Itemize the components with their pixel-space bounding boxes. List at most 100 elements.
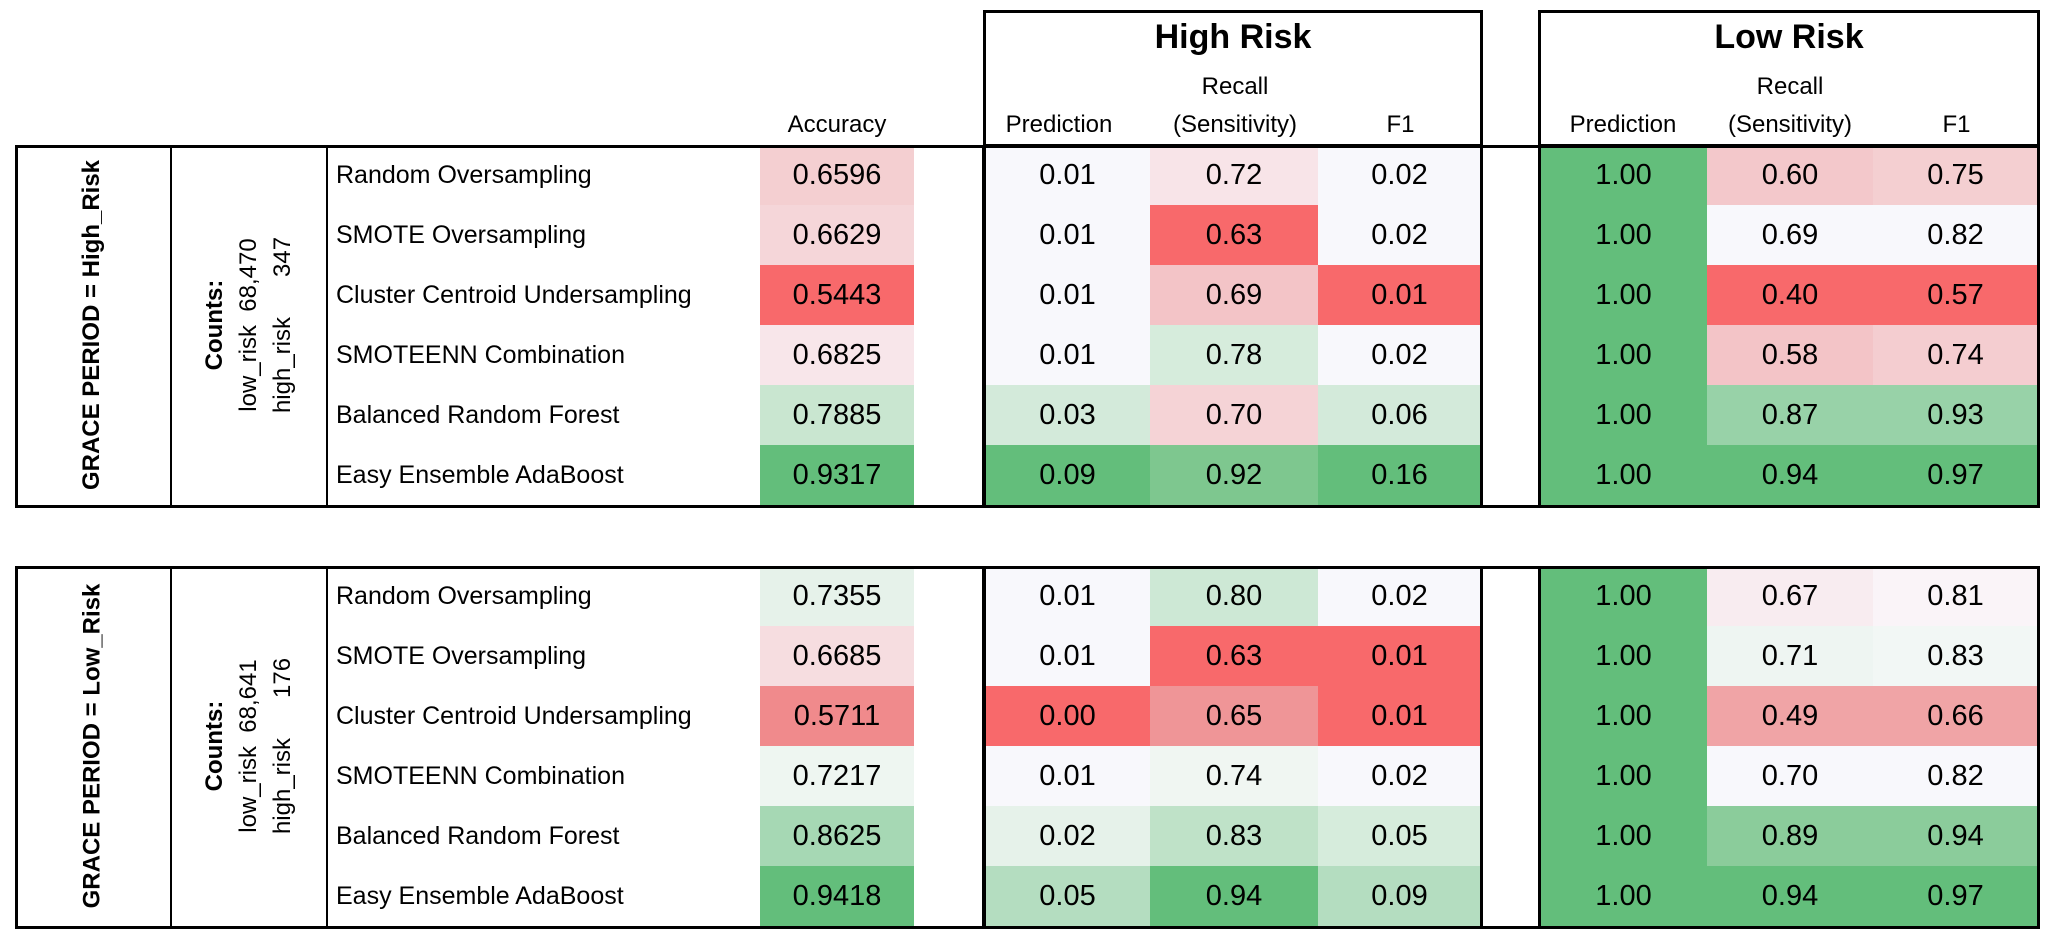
- section-2-hr-recall-cell: 0.94: [1150, 866, 1318, 926]
- section-2-lr-prediction-cell: 1.00: [1540, 626, 1707, 686]
- section-2-lr-recall-cell: 0.67: [1707, 566, 1873, 626]
- section-2-hr-prediction-cell: 0.05: [985, 866, 1150, 926]
- section-1-divider-grace: [170, 145, 172, 505]
- section-1-lr-f1-cell: 0.82: [1873, 205, 2038, 265]
- section-2-hr-f1-cell: 0.01: [1318, 686, 1481, 746]
- section-2-hr-recall-cell: 0.83: [1150, 806, 1318, 866]
- section-2-model-name: SMOTEENN Combination: [336, 761, 625, 790]
- section-2-accuracy-cell: 0.7217: [760, 746, 914, 806]
- section-1-lr-prediction-cell: 1.00: [1540, 205, 1707, 265]
- section-1-model-name: SMOTE Oversampling: [336, 220, 587, 249]
- section-1-counts-block: Counts: low_risk 68,470 high_risk 347: [199, 237, 301, 413]
- section-1-hr-f1-cell: 0.02: [1318, 205, 1481, 265]
- section-2-model-name: Random Oversampling: [336, 581, 592, 610]
- section-1-model-name: Cluster Centroid Undersampling: [336, 280, 692, 309]
- section-1-lr-f1-cell: 0.57: [1873, 265, 2038, 325]
- section-1-hr-recall-cell: 0.70: [1150, 385, 1318, 445]
- section-1-hr-f1-cell: 0.01: [1318, 265, 1481, 325]
- section-1-lr-prediction-cell: 1.00: [1540, 145, 1707, 205]
- section-2-lr-f1-cell: 0.94: [1873, 806, 2038, 866]
- section-1-counts-high: high_risk 347: [269, 236, 297, 414]
- section-2-divider-grace: [170, 566, 172, 926]
- section-2-hr-f1-cell: 0.02: [1318, 566, 1481, 626]
- section-1-grace-period-label: GRACE PERIOD = High_Risk: [15, 145, 170, 505]
- section-1-accuracy-cell: 0.6629: [760, 205, 914, 265]
- lr-prediction-header: Prediction: [1569, 111, 1677, 138]
- lr-recall-header: Recall (Sensitivity): [1707, 68, 1873, 144]
- section-2-hr-recall-cell: 0.63: [1150, 626, 1318, 686]
- section-1-counts-low: low_risk 68,470: [235, 238, 263, 412]
- section-1-counts-title: Counts:: [201, 279, 229, 371]
- lr-f1-header: F1: [1942, 111, 1971, 138]
- section-1-divider-counts: [326, 145, 328, 505]
- hr-recall-line1: Recall: [1201, 73, 1269, 100]
- section-2-accuracy-cell: 0.9418: [760, 866, 914, 926]
- section-2-lr-recall-cell: 0.89: [1707, 806, 1873, 866]
- section-2-lr-prediction-cell: 1.00: [1540, 806, 1707, 866]
- section-1-lr-recall-cell: 0.58: [1707, 325, 1873, 385]
- section-2-lr-f1-cell: 0.83: [1873, 626, 2038, 686]
- section-2-counts-high: high_risk 176: [269, 657, 297, 835]
- section-2-accuracy-cell: 0.8625: [760, 806, 914, 866]
- section-1-lr-f1-cell: 0.74: [1873, 325, 2038, 385]
- high-risk-title: High Risk: [1154, 18, 1312, 56]
- section-2-accuracy-cell: 0.5711: [760, 686, 914, 746]
- section-1-hr-prediction-cell: 0.01: [985, 145, 1150, 205]
- section-2-hr-prediction-cell: 0.01: [985, 566, 1150, 626]
- section-2-hr-prediction-cell: 0.02: [985, 806, 1150, 866]
- section-1-lr-f1-cell: 0.97: [1873, 445, 2038, 505]
- section-1-lr-f1-cell: 0.75: [1873, 145, 2038, 205]
- section-1-lr-recall-cell: 0.94: [1707, 445, 1873, 505]
- section-2-counts-low: low_risk 68,641: [235, 659, 263, 833]
- section-2-model-name: Balanced Random Forest: [336, 821, 620, 850]
- section-1-hr-f1-cell: 0.06: [1318, 385, 1481, 445]
- low-risk-title: Low Risk: [1714, 18, 1864, 56]
- section-2-hr-prediction-cell: 0.00: [985, 686, 1150, 746]
- section-2-grace-period-text: GRACE PERIOD = Low_Risk: [78, 583, 106, 909]
- section-2-divider-counts: [326, 566, 328, 926]
- section-1-lr-prediction-cell: 1.00: [1540, 265, 1707, 325]
- section-1-accuracy-cell: 0.5443: [760, 265, 914, 325]
- section-2-lr-prediction-cell: 1.00: [1540, 566, 1707, 626]
- section-1-lr-f1-cell: 0.93: [1873, 385, 2038, 445]
- section-1-accuracy-cell: 0.9317: [760, 445, 914, 505]
- hr-recall-header: Recall (Sensitivity): [1150, 68, 1320, 144]
- section-2-counts-label: Counts: low_risk 68,641 high_risk 176: [172, 566, 327, 926]
- section-1-lr-recall-cell: 0.40: [1707, 265, 1873, 325]
- section-2-model-name: Cluster Centroid Undersampling: [336, 701, 692, 730]
- section-1-hr-f1-cell: 0.02: [1318, 145, 1481, 205]
- section-2-model-name: SMOTE Oversampling: [336, 641, 587, 670]
- accuracy-header: Accuracy: [787, 111, 887, 138]
- section-1-accuracy-cell: 0.6825: [760, 325, 914, 385]
- section-2-lr-recall-cell: 0.70: [1707, 746, 1873, 806]
- section-2-grace-period-label: GRACE PERIOD = Low_Risk: [15, 566, 170, 926]
- section-1-accuracy-cell: 0.7885: [760, 385, 914, 445]
- section-1-hr-prediction-cell: 0.01: [985, 265, 1150, 325]
- section-2-lr-recall-cell: 0.49: [1707, 686, 1873, 746]
- section-1-model-name: SMOTEENN Combination: [336, 340, 625, 369]
- section-2-hr-f1-cell: 0.01: [1318, 626, 1481, 686]
- section-1-hr-prediction-cell: 0.01: [985, 205, 1150, 265]
- section-1-gap-bottom-line: [1483, 505, 1538, 508]
- section-2-hr-prediction-cell: 0.01: [985, 746, 1150, 806]
- section-1-model-name: Easy Ensemble AdaBoost: [336, 460, 624, 489]
- section-2-gap-bottom-line: [1483, 926, 1538, 929]
- section-1-hr-recall-cell: 0.72: [1150, 145, 1318, 205]
- section-1-hr-recall-cell: 0.69: [1150, 265, 1318, 325]
- section-1-hr-prediction-cell: 0.09: [985, 445, 1150, 505]
- hr-prediction-header: Prediction: [1005, 111, 1113, 138]
- section-1-hr-prediction-cell: 0.03: [985, 385, 1150, 445]
- section-2-hr-f1-cell: 0.05: [1318, 806, 1481, 866]
- section-2-lr-f1-cell: 0.97: [1873, 866, 2038, 926]
- section-1-gap-top-line: [1483, 145, 1538, 148]
- section-2-lr-f1-cell: 0.81: [1873, 566, 2038, 626]
- section-1-accuracy-cell: 0.6596: [760, 145, 914, 205]
- section-2-gap-top-line: [1483, 566, 1538, 569]
- section-2-counts-title: Counts:: [201, 700, 229, 792]
- section-1-lr-prediction-cell: 1.00: [1540, 445, 1707, 505]
- section-1-model-name: Random Oversampling: [336, 160, 592, 189]
- section-1-hr-recall-cell: 0.78: [1150, 325, 1318, 385]
- lr-recall-line1: Recall: [1756, 73, 1824, 100]
- section-2-counts-block: Counts: low_risk 68,641 high_risk 176: [199, 658, 301, 834]
- hr-recall-line2: (Sensitivity): [1172, 111, 1298, 138]
